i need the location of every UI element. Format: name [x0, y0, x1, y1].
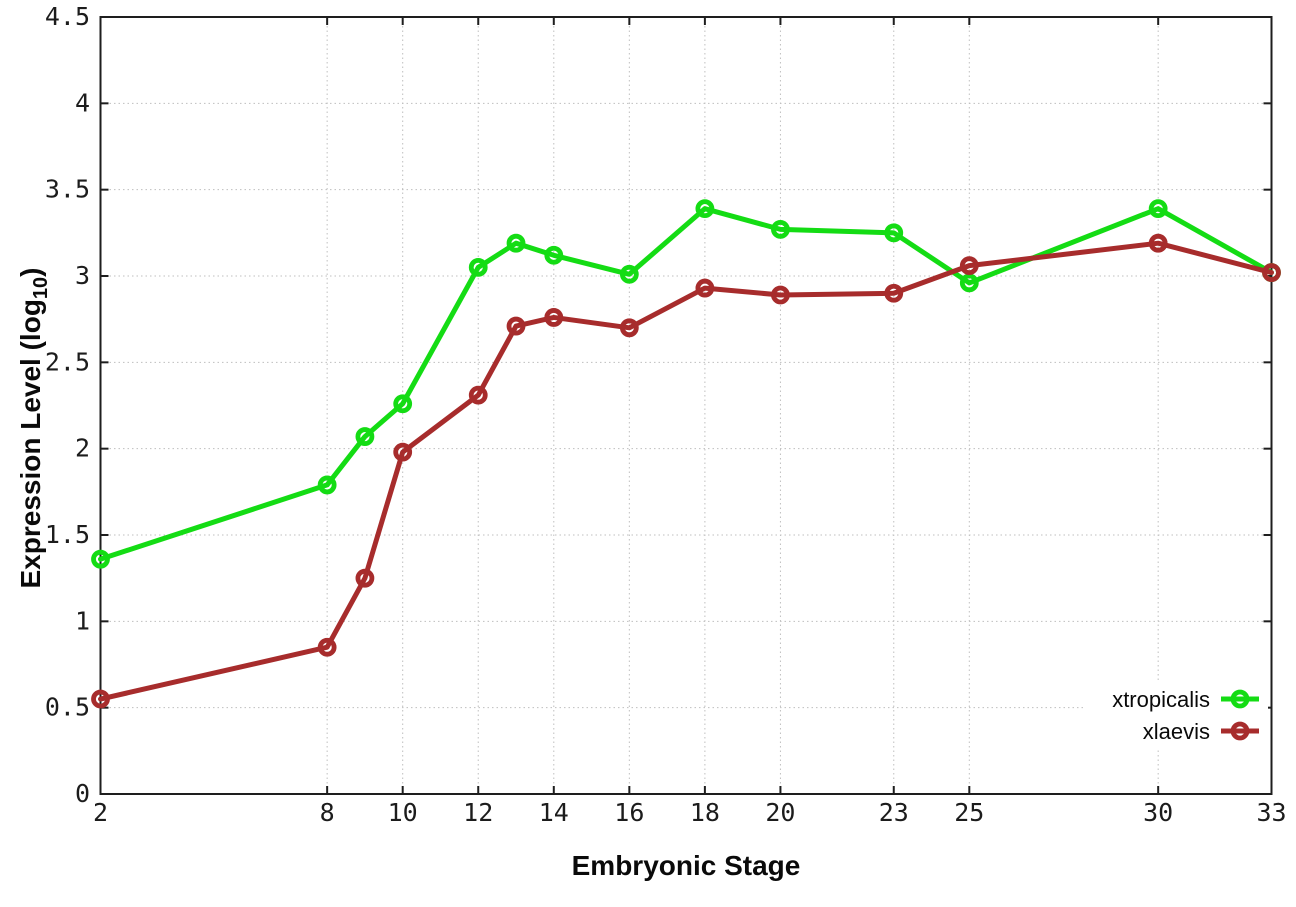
x-tick-label: 20	[765, 798, 795, 827]
series-xlaevis-point	[91, 689, 110, 709]
series-xlaevis-point	[884, 283, 904, 303]
x-tick-label: 8	[320, 798, 335, 827]
x-tick-labels: 2 8 10 12 14 16 18 20 23 25 30 33	[93, 798, 1287, 827]
x-tick-label: 16	[614, 798, 644, 827]
y-tick-label: 3	[75, 261, 90, 290]
y-tick-label: 4	[75, 88, 90, 117]
series-xtropicalis-point	[506, 233, 526, 253]
series-xtropicalis-point	[468, 257, 488, 277]
series-xlaevis-point	[317, 637, 337, 657]
series-xtropicalis-point	[355, 427, 375, 446]
y-tick-label: 2.5	[45, 347, 90, 376]
series-xlaevis-point	[959, 256, 979, 276]
x-tick-label: 10	[388, 798, 418, 827]
series-xtropicalis-point	[544, 245, 564, 265]
series-xlaevis-point	[393, 442, 413, 462]
series-xlaevis-point	[544, 308, 564, 327]
x-tick-label: 18	[690, 798, 720, 827]
x-tick-label: 12	[463, 798, 493, 827]
legend-label-xtropicalis: xtropicalis	[1112, 687, 1210, 712]
series-xtropicalis-point	[695, 199, 715, 219]
series-xtropicalis-point	[884, 223, 904, 243]
series-xlaevis-point	[506, 316, 526, 336]
series-xtropicalis-point	[619, 264, 639, 284]
y-tick-label: 1.5	[45, 520, 90, 549]
x-tick-label: 25	[954, 798, 984, 827]
legend: xtropicalis xlaevis	[1086, 681, 1268, 749]
series-xtropicalis-point	[317, 475, 337, 495]
series-xtropicalis-point	[959, 273, 979, 293]
y-tick-label: 1	[75, 606, 90, 635]
x-tick-label: 14	[539, 798, 569, 827]
series-xtropicalis-point	[1148, 199, 1168, 219]
y-tick-label: 4.5	[45, 2, 90, 31]
plot-border	[99, 16, 1273, 795]
series-xlaevis-point	[468, 385, 488, 405]
x-tick-label: 2	[93, 798, 108, 827]
series-xtropicalis-point	[91, 549, 110, 569]
series-xlaevis-point	[1262, 263, 1281, 282]
y-tick-label: 3.5	[45, 175, 90, 204]
legend-item-xlaevis: xlaevis	[1143, 719, 1259, 744]
x-tick-label: 33	[1256, 798, 1286, 827]
series-xlaevis-point	[619, 318, 639, 338]
y-tick-labels: 0 0.5 1 1.5 2 2.5 3 3.5 4 4.5	[45, 2, 90, 808]
legend-item-xtropicalis: xtropicalis	[1112, 687, 1259, 712]
y-tick-label: 2	[75, 434, 90, 463]
series-xtropicalis	[91, 199, 1281, 569]
series-xtropicalis-point	[393, 394, 413, 414]
y-tick-label: 0	[75, 779, 90, 808]
series-xlaevis-point	[355, 568, 375, 588]
series-xlaevis	[91, 233, 1281, 709]
x-axis-title: Embryonic Stage	[572, 850, 801, 881]
y-axis-title: Expression Level (log10)	[15, 268, 52, 589]
legend-label-xlaevis: xlaevis	[1143, 719, 1210, 744]
series-xlaevis-point	[695, 278, 715, 298]
x-tick-label: 23	[879, 798, 909, 827]
y-tick-label: 0.5	[45, 693, 90, 722]
series-xlaevis-point	[1148, 233, 1168, 253]
x-tick-label: 30	[1143, 798, 1173, 827]
series-xlaevis-line	[98, 240, 1274, 702]
legend-sample-marker	[1230, 721, 1250, 741]
series-xtropicalis-point	[771, 219, 790, 239]
legend-sample-marker	[1230, 689, 1250, 709]
series-xlaevis-point	[771, 285, 790, 305]
